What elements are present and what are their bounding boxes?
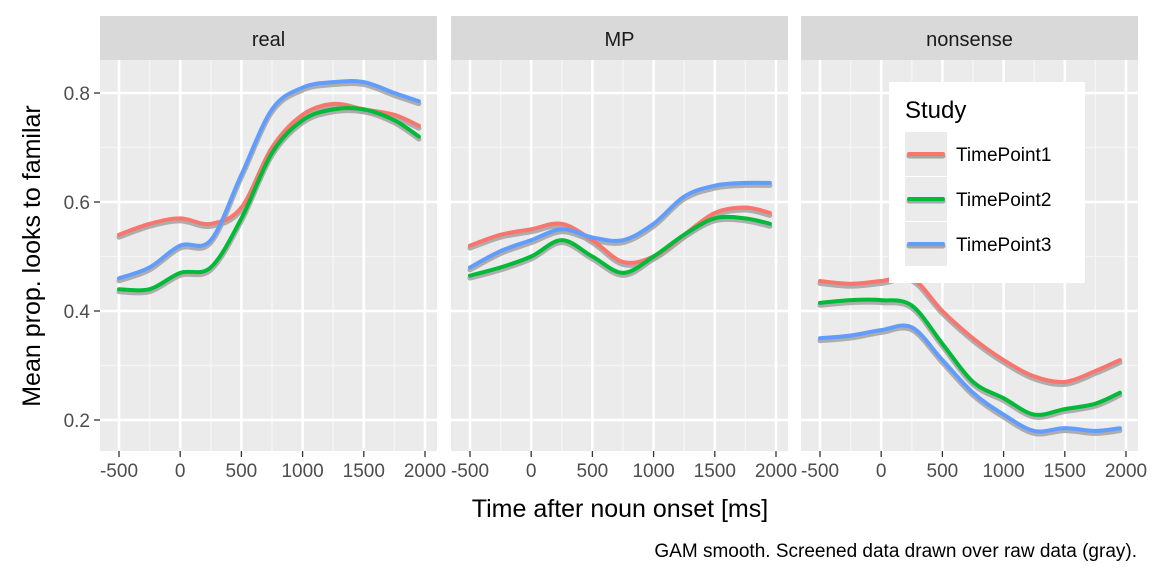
- raw-series-line-TimePoint1: [467, 207, 773, 268]
- strip-label-nonsense: nonsense: [926, 29, 1013, 51]
- y-axis-title: Mean prop. looks to familar: [18, 105, 46, 407]
- x-tick-label: 0: [876, 461, 887, 482]
- series-line-TimePoint1: [818, 274, 1122, 385]
- x-tick-label: -500: [801, 461, 839, 482]
- legend-title: Study: [905, 97, 966, 124]
- series-line-TimePoint3: [468, 180, 772, 270]
- x-tick-label: 1000: [632, 461, 674, 482]
- legend-label-TimePoint2: TimePoint2: [956, 190, 1051, 211]
- strip-label-MP: MP: [605, 29, 635, 51]
- strip-background: [801, 16, 1138, 60]
- x-tick-label: 500: [226, 461, 258, 482]
- x-tick-label: 2000: [1105, 461, 1147, 482]
- panel-background: [100, 60, 437, 451]
- legend-label-TimePoint1: TimePoint1: [956, 145, 1051, 166]
- panel-nonsense: nonsense -500 0 500 1000 1500 2000: [801, 16, 1147, 482]
- raw-series-line-TimePoint3: [467, 182, 773, 273]
- raw-series-line-TimePoint2: [467, 216, 773, 281]
- x-tick-label: 1000: [982, 461, 1024, 482]
- panel-real: real -500 0 500 1000 1500 2000: [100, 16, 446, 482]
- strip-background: [100, 16, 437, 60]
- x-axis-title: Time after noun onset [ms]: [472, 495, 768, 523]
- y-tick-label: 0.8: [64, 84, 90, 105]
- legend-label-TimePoint3: TimePoint3: [956, 235, 1051, 256]
- y-axis: 0.2 0.4 0.6 0.8: [64, 84, 100, 432]
- x-tick-label: 2000: [404, 461, 446, 482]
- y-tick-label: 0.6: [64, 193, 90, 214]
- series-line-TimePoint2: [468, 214, 772, 278]
- x-tick-label: 0: [526, 461, 537, 482]
- x-tick-label: 0: [175, 461, 186, 482]
- x-tick-label: 1000: [281, 461, 323, 482]
- x-tick-label: -500: [451, 461, 489, 482]
- panel-MP: MP -500 0 500 1000 1500 2000: [451, 16, 797, 482]
- y-tick-label: 0.4: [64, 302, 91, 323]
- x-tick-label: 500: [927, 461, 959, 482]
- series-line-TimePoint1: [468, 205, 772, 265]
- series-line-TimePoint3: [117, 79, 421, 281]
- strip-label-real: real: [252, 29, 285, 51]
- series-line-TimePoint2: [818, 297, 1122, 417]
- y-tick-label: 0.2: [64, 411, 90, 432]
- x-tick-label: 1500: [1044, 461, 1086, 482]
- panel-background: [451, 60, 788, 451]
- legend: Study TimePoint1 TimePoint2 TimePoint3: [889, 82, 1085, 283]
- series-line-TimePoint2: [117, 105, 421, 293]
- x-tick-label: 1500: [694, 461, 736, 482]
- x-tick-label: -500: [100, 461, 138, 482]
- chart-caption: GAM smooth. Screened data drawn over raw…: [654, 541, 1137, 562]
- x-tick-label: 1500: [343, 461, 385, 482]
- x-tick-label: 2000: [755, 461, 797, 482]
- x-tick-label: 500: [577, 461, 609, 482]
- series-line-TimePoint3: [818, 323, 1122, 434]
- strip-background: [451, 16, 788, 60]
- chart-panels: real -500 0 500 1000 1500 2000 MP -500 0 500 1000 15…: [100, 16, 1147, 482]
